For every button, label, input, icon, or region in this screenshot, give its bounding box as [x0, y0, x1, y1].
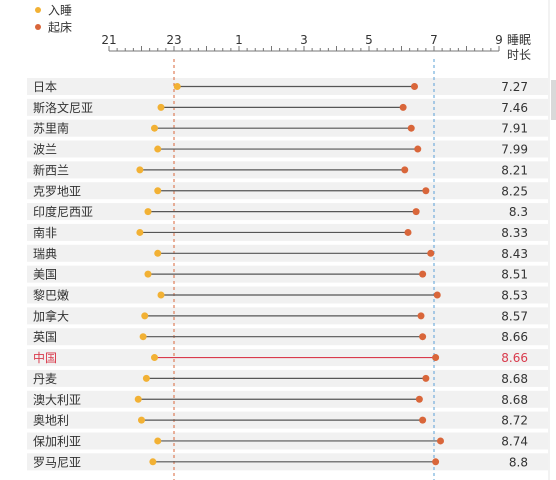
scroll-track: [548, 0, 550, 480]
row-duration-value: 8.8: [509, 455, 528, 469]
row-duration-value: 7.46: [501, 101, 528, 115]
row-sleep-point: [136, 228, 144, 236]
row-wake-point: [415, 395, 423, 403]
row-country-label: 丹麦: [33, 372, 57, 386]
row-country-label: 斯洛文尼亚: [33, 100, 93, 115]
axis-tick-label: 9: [495, 33, 503, 47]
row-wake-point: [417, 312, 425, 320]
scrollbar-thumb[interactable]: [551, 80, 556, 120]
row-duration-value: 8.66: [501, 351, 528, 365]
row-sleep-point: [149, 458, 157, 466]
row-sleep-point: [151, 354, 158, 362]
row-wake-point: [419, 333, 427, 341]
row-country-label: 加拿大: [33, 308, 69, 323]
row-duration-value: 8.66: [501, 330, 528, 344]
legend-label-wake: 起床: [48, 21, 72, 35]
row-country-label: 波兰: [33, 143, 57, 157]
row-wake-point: [407, 124, 415, 132]
row-sleep-point: [157, 103, 165, 111]
row-duration-value: 8.53: [501, 289, 528, 303]
duration-header: 时长: [507, 48, 531, 62]
row-wake-point: [432, 458, 440, 466]
row-duration-value: 8.43: [501, 247, 528, 261]
row-sleep-point: [138, 416, 145, 424]
row-country-label: 南非: [33, 225, 57, 240]
row-country-label: 澳大利亚: [33, 393, 81, 407]
row-sleep-point: [154, 187, 162, 195]
legend-label-sleep: 入睡: [48, 4, 72, 18]
row-duration-value: 8.68: [501, 393, 528, 407]
row-wake-point: [432, 354, 440, 362]
legend-marker-wake: [35, 24, 41, 30]
legend-marker-sleep: [35, 7, 41, 13]
row-wake-point: [412, 208, 420, 216]
row-sleep-point: [144, 270, 152, 278]
axis-tick-label: 21: [101, 33, 116, 47]
row-sleep-point: [141, 312, 149, 320]
row-country-label: 克罗地亚: [33, 184, 81, 198]
row-sleep-point: [154, 145, 162, 153]
row-duration-value: 8.74: [501, 434, 528, 448]
row-country-label: 瑞典: [33, 247, 57, 261]
row-sleep-point: [154, 249, 162, 257]
row-duration-value: 7.99: [501, 143, 528, 157]
row-country-label: 中国: [33, 350, 57, 365]
row-duration-value: 8.57: [501, 309, 528, 323]
row-country-label: 英国: [33, 330, 57, 344]
row-sleep-point: [144, 208, 152, 216]
row-wake-point: [422, 187, 430, 195]
row-sleep-point: [154, 437, 162, 445]
row-duration-value: 8.72: [501, 414, 528, 428]
row-duration-value: 8.25: [501, 184, 528, 198]
row-country-label: 新西兰: [33, 162, 69, 177]
row-wake-point: [414, 145, 422, 153]
duration-header: 睡眠: [507, 33, 531, 47]
row-sleep-point: [136, 166, 144, 174]
axis-tick-label: 1: [235, 33, 243, 47]
row-duration-value: 8.33: [501, 226, 528, 240]
row-country-label: 黎巴嫩: [33, 289, 69, 303]
row-wake-point: [419, 416, 427, 424]
row-sleep-point: [157, 291, 165, 299]
row-sleep-point: [134, 395, 142, 403]
row-sleep-point: [139, 333, 147, 341]
row-wake-point: [437, 437, 444, 445]
row-sleep-point: [173, 83, 181, 90]
row-duration-value: 7.27: [501, 80, 528, 94]
row-wake-point: [401, 166, 409, 174]
row-country-label: 罗马尼亚: [33, 455, 81, 469]
row-country-label: 保加利亚: [33, 434, 81, 448]
axis-tick-label: 5: [365, 33, 373, 47]
row-country-label: 印度尼西亚: [33, 204, 93, 219]
row-country-label: 奥地利: [33, 414, 69, 428]
row-sleep-point: [151, 124, 158, 132]
row-wake-point: [422, 374, 430, 382]
axis-tick-label: 3: [300, 33, 308, 47]
row-wake-point: [399, 103, 407, 111]
row-country-label: 日本: [33, 80, 57, 94]
row-wake-point: [411, 83, 418, 90]
axis-tick-label: 7: [430, 33, 438, 47]
row-duration-value: 8.3: [509, 205, 528, 219]
row-wake-point: [427, 249, 435, 257]
row-duration-value: 8.21: [501, 163, 528, 177]
row-wake-point: [419, 270, 427, 278]
row-wake-point: [433, 291, 441, 299]
row-country-label: 苏里南: [33, 121, 69, 136]
row-sleep-point: [142, 374, 150, 382]
row-duration-value: 8.51: [501, 268, 528, 282]
row-country-label: 美国: [33, 268, 57, 282]
row-duration-value: 8.68: [501, 372, 528, 386]
row-wake-point: [404, 228, 412, 236]
axis-tick-label: 23: [166, 33, 181, 47]
row-duration-value: 7.91: [501, 122, 528, 136]
